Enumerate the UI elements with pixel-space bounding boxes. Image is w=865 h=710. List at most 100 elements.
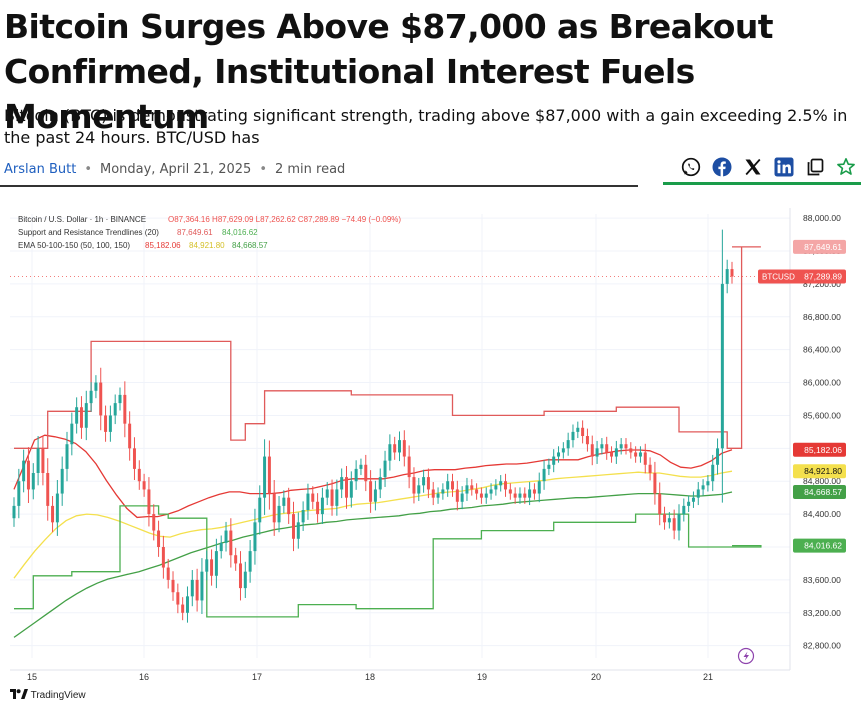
candle — [349, 471, 353, 508]
candle-body — [634, 452, 638, 457]
candle-body — [104, 415, 108, 432]
candle — [643, 443, 647, 474]
candle — [238, 551, 242, 601]
candle-body — [214, 551, 218, 576]
candle-body — [711, 464, 715, 482]
article-meta: Arslan Butt • Monday, April 21, 2025 • 2 min… — [0, 152, 865, 190]
candle-body — [629, 448, 633, 453]
candle — [291, 501, 295, 552]
facebook-icon[interactable] — [710, 156, 733, 179]
candle-body — [345, 477, 348, 498]
candle — [561, 442, 565, 459]
candle — [296, 512, 300, 549]
candle — [185, 586, 189, 623]
article-summary: Bitcoin (BTC) is demonstrating significa… — [4, 106, 848, 147]
y-tick-label: 83,200.00 — [803, 608, 841, 618]
copy-icon[interactable] — [803, 156, 826, 179]
candle-body — [614, 448, 618, 457]
last-price-tag-symbol: BTCUSD — [762, 272, 795, 281]
author-link[interactable]: Arslan Butt — [4, 162, 77, 177]
candle — [595, 440, 599, 464]
candle-body — [75, 407, 79, 424]
legend-symbol: Bitcoin / U.S. Dollar · 1h · BINANCE — [18, 215, 146, 224]
candle — [31, 463, 35, 500]
candle — [484, 487, 488, 504]
candle-body — [706, 481, 710, 486]
x-tick-label: 19 — [477, 672, 487, 682]
candle-body — [161, 547, 165, 568]
ema100-line — [13, 470, 733, 579]
candle — [330, 479, 334, 516]
candle — [89, 382, 93, 412]
candle-body — [518, 493, 522, 498]
candle-body — [60, 468, 64, 494]
legend-sr-resistance: 87,649.61 — [177, 228, 213, 237]
candle — [171, 571, 175, 601]
candle — [181, 597, 185, 621]
x-icon[interactable] — [741, 156, 764, 179]
candle-body — [638, 452, 642, 457]
candle — [55, 479, 59, 536]
candle — [677, 504, 681, 541]
price-chart[interactable]: 15 16 17 18 19 20 21 82,800.00 83,200.00 83,600.… — [0, 208, 865, 710]
candle-body — [46, 473, 50, 506]
candle-body — [316, 501, 320, 515]
candle — [648, 457, 652, 481]
linkedin-icon[interactable] — [772, 156, 795, 179]
candle-body — [296, 522, 300, 539]
candle — [547, 458, 551, 476]
candle — [340, 468, 344, 499]
candle-body — [335, 489, 339, 506]
ema100-price-tag-bg — [793, 464, 846, 479]
candle — [412, 467, 416, 504]
candle — [600, 438, 604, 455]
candle-body — [455, 489, 459, 502]
candle — [248, 540, 252, 583]
candle — [571, 424, 575, 448]
candle-body — [446, 481, 450, 490]
whatsapp-icon[interactable] — [679, 156, 702, 179]
candle — [369, 470, 373, 513]
candle-body — [643, 452, 647, 465]
lightning-icon[interactable] — [737, 647, 755, 665]
candle-body — [378, 477, 382, 490]
candle — [672, 509, 676, 540]
candle — [378, 468, 382, 499]
candle-body — [532, 489, 536, 494]
x-tick-label: 17 — [252, 672, 262, 682]
candle-body — [258, 497, 262, 523]
candle — [190, 570, 194, 607]
candle-body — [682, 505, 686, 515]
candle-body — [51, 505, 55, 523]
candle — [345, 466, 348, 509]
candle-body — [152, 514, 156, 531]
byline: Arslan Butt • Monday, April 21, 2025 • 2 min… — [0, 152, 638, 187]
candle — [629, 442, 633, 459]
candle — [99, 367, 103, 431]
candle-body — [248, 551, 252, 572]
candle-body — [185, 596, 189, 613]
candle-body — [595, 448, 599, 457]
candle — [36, 436, 40, 486]
star-icon[interactable] — [834, 156, 857, 179]
price-tags: 87,649.61 BTCUSD 87,289.89 85,182.06 84,921.… — [758, 239, 846, 553]
x-tick-label: 15 — [27, 672, 37, 682]
candle — [335, 479, 339, 516]
candle-body — [364, 464, 368, 482]
chart-svg[interactable]: 15 16 17 18 19 20 21 82,800.00 83,200.00 83,600.… — [0, 208, 865, 710]
candle-body — [282, 497, 286, 506]
resistance-line — [14, 246, 761, 449]
candle-body — [12, 505, 16, 519]
candle-body — [677, 514, 681, 531]
candle — [75, 397, 79, 434]
y-tick-label: 83,600.00 — [803, 575, 841, 585]
candlesticks — [12, 229, 734, 623]
candle — [489, 483, 493, 500]
candle-body — [373, 489, 377, 502]
candle — [532, 483, 536, 500]
candle-body — [287, 497, 291, 515]
candle — [682, 498, 686, 522]
candle-body — [504, 481, 508, 490]
candle — [253, 508, 257, 565]
candle — [354, 460, 358, 490]
